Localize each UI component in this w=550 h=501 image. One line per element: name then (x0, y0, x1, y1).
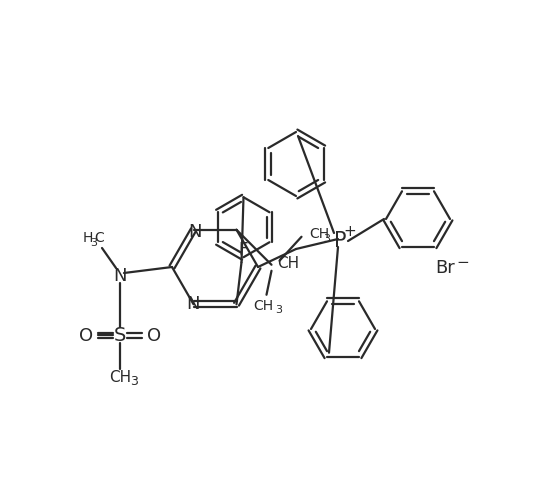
Text: N: N (188, 222, 201, 240)
Text: CH: CH (278, 256, 300, 271)
Text: Br: Br (435, 259, 455, 277)
Text: CH: CH (109, 370, 131, 385)
Text: P: P (334, 230, 346, 250)
Text: O: O (147, 326, 161, 344)
Text: 3: 3 (130, 375, 138, 388)
Text: C: C (94, 230, 104, 244)
Text: F: F (239, 241, 248, 259)
Text: CH: CH (254, 298, 273, 312)
Text: +: + (344, 224, 356, 239)
Text: 3: 3 (276, 304, 283, 314)
Text: 3: 3 (323, 233, 331, 243)
Text: N: N (186, 295, 199, 313)
Text: S: S (114, 326, 126, 345)
Text: 3: 3 (91, 237, 97, 247)
Text: H: H (83, 230, 93, 244)
Text: N: N (113, 267, 127, 285)
Text: O: O (79, 326, 93, 344)
Text: CH: CH (310, 226, 329, 240)
Text: −: − (456, 255, 469, 270)
